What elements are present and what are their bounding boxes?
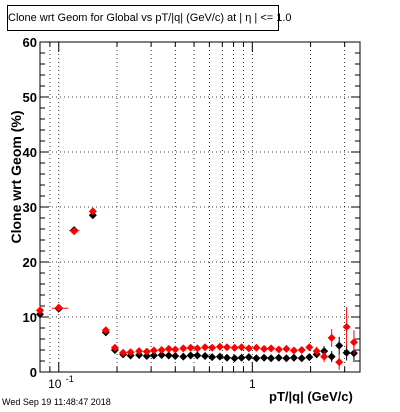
y-tick-label: 40 (23, 145, 37, 160)
series-1-point (252, 343, 261, 352)
series-1-point (327, 333, 336, 342)
series-0-point (149, 351, 158, 360)
series-0-point (142, 352, 151, 361)
series-1-point (312, 347, 321, 356)
series-1-point (88, 207, 97, 216)
x-tick-label: 10 (48, 377, 62, 391)
series-0-point (215, 352, 224, 361)
chart-title-box: Clone wrt Geom for Global vs pT/|q| (GeV… (7, 5, 292, 31)
series-1-point (267, 344, 276, 353)
y-tick-label: 10 (23, 310, 37, 325)
y-tick-label: 20 (23, 255, 37, 270)
timestamp: Wed Sep 19 11:48:47 2018 (2, 397, 111, 407)
chart-title: Clone wrt Geom for Global vs pT/|q| (GeV… (8, 12, 292, 24)
series-0-point (297, 354, 306, 363)
series-0-point (237, 353, 246, 362)
series-1-point (230, 343, 239, 352)
series-0-point (289, 353, 298, 362)
series-1-point (305, 343, 314, 352)
chart-title-eta: η (245, 12, 252, 24)
series-1-point (110, 343, 119, 352)
y-tick-label: 60 (23, 35, 37, 50)
x-tick-label: 1 (249, 377, 256, 391)
series-1-point (349, 338, 358, 347)
series-1-point (70, 227, 79, 236)
series-1-point (186, 343, 195, 352)
series-0-point (335, 341, 344, 350)
series-1-point (193, 344, 202, 353)
series-0-point (252, 354, 261, 363)
series-1-point (36, 306, 44, 315)
series-1-point (119, 348, 128, 357)
series-0-point (164, 351, 173, 360)
y-tick-label: 0 (30, 365, 37, 380)
series-0-point (274, 353, 283, 362)
y-tick-label: 50 (23, 90, 37, 105)
x-tick-label-exponent: -1 (66, 374, 74, 384)
series-1-point (260, 344, 269, 353)
chart-title-suffix: | <= 1.0 (254, 12, 292, 24)
series-1-point (237, 343, 246, 352)
series-1-point (282, 344, 291, 353)
series-1-point (126, 348, 135, 357)
series-0-point (230, 354, 239, 363)
series-1-point (342, 322, 351, 331)
series-1-point (274, 345, 283, 354)
series-1-point (179, 344, 188, 353)
series-0-point (201, 352, 210, 361)
series-0-point (305, 353, 314, 362)
series-0-point (327, 352, 336, 361)
y-tick-label: 30 (23, 200, 37, 215)
series-0-point (244, 353, 253, 362)
series-0-point (179, 352, 188, 361)
series-1-point (320, 352, 329, 361)
series-0-point (282, 354, 291, 363)
x-axis-label: pT/|q| (GeV/c) (269, 389, 353, 404)
series-1-point (297, 346, 306, 354)
series-1-point (135, 347, 144, 356)
series-1-point (171, 345, 180, 354)
series-1-point (215, 342, 224, 351)
series-1-point (244, 344, 253, 353)
series-0-point (267, 354, 276, 363)
series-0-point (260, 353, 269, 362)
chart-title-prefix: Clone wrt Geom for Global vs pT/|q| (GeV… (8, 12, 243, 24)
series-0-point (193, 351, 202, 360)
series-0-point (157, 350, 166, 359)
series-0-point (208, 353, 217, 362)
series-0-point (186, 351, 195, 360)
series-1-point (164, 344, 173, 353)
series-1-point (54, 303, 63, 312)
series-1-point (201, 343, 210, 352)
series-1-point (101, 326, 110, 335)
series-0-point (171, 352, 180, 361)
series-1-point (289, 346, 298, 355)
series-1-point (223, 343, 232, 352)
series-1-point (335, 358, 344, 367)
series-1-point (149, 346, 158, 355)
series-1-point (157, 346, 166, 354)
y-axis-label: Clone wrt Geom (%) (8, 110, 24, 244)
series-0-point (223, 353, 232, 362)
series-1-point (208, 343, 217, 352)
series-1-point (142, 347, 151, 356)
series-0-point (342, 348, 351, 357)
